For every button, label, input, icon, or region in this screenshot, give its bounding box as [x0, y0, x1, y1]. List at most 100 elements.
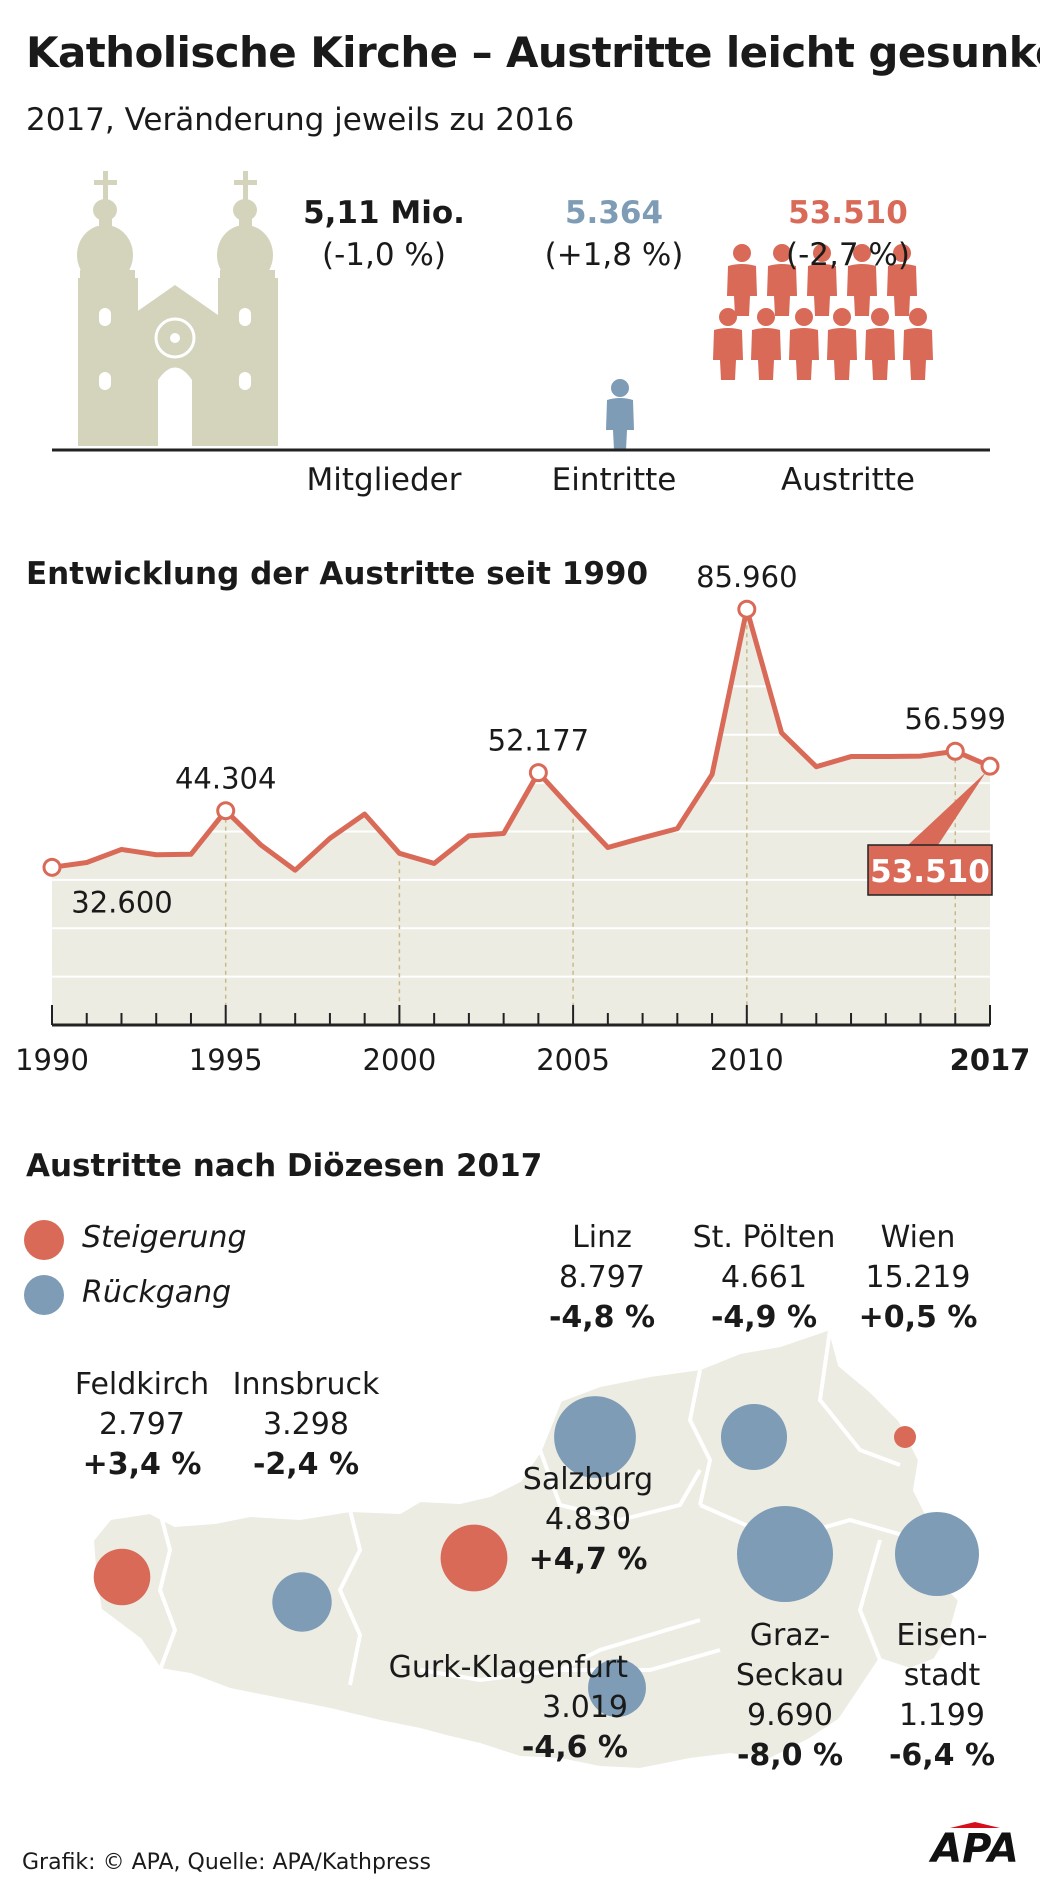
footer-source: Grafik: © APA, Quelle: APA/Kathpress: [22, 1850, 431, 1875]
diocese-linz-name: Linz: [572, 1220, 632, 1255]
x-tick-label: 2005: [536, 1043, 610, 1077]
austria-map: [89, 1325, 979, 1773]
bubble-innsbruck: [272, 1572, 332, 1632]
diocese-feldkirch-count: 2.797: [99, 1407, 185, 1442]
diocese-innsbruck-name: Innsbruck: [232, 1367, 380, 1402]
diocese-feldkirch-change: +3,4 %: [82, 1447, 202, 1482]
data-point-marker: [528, 763, 548, 783]
stat-eintritte: 5.364 (+1,8 %): [494, 192, 734, 276]
person-icon: [827, 308, 857, 380]
diocese-salzburg: Salzburg 4.830 +4,7 %: [478, 1460, 698, 1580]
data-point-marker: [42, 857, 62, 877]
diocese-graz-seckau: Graz- Seckau 9.690 -8,0 %: [690, 1616, 890, 1776]
stat-austritte-value: 53.510: [788, 195, 908, 231]
diocese-gurk-name: Gurk-Klagenfurt: [388, 1650, 628, 1685]
bubble-eisenstadt: [895, 1512, 979, 1596]
stat-mitglieder-value: 5,11 Mio.: [303, 195, 465, 231]
legend-decrease-dot: [24, 1275, 64, 1315]
diocese-linz-change: -4,8 %: [548, 1300, 656, 1335]
data-label-2016: 56.599: [905, 702, 1006, 736]
data-label-1995: 44.304: [175, 762, 276, 796]
person-icon-eintritte: [606, 379, 634, 450]
svg-text:APA: APA: [928, 1826, 1019, 1872]
area-fill: [52, 609, 990, 1025]
diocese-salzburg-name: Salzburg: [522, 1462, 654, 1497]
label-eintritte: Eintritte: [551, 462, 677, 498]
label-mitglieder: Mitglieder: [306, 462, 462, 498]
church-icon: [77, 171, 278, 446]
x-tick-label: 2017: [950, 1043, 1031, 1077]
x-tick-label: 1990: [15, 1043, 89, 1077]
x-tick-label: 1995: [189, 1043, 263, 1077]
data-point-marker: [945, 741, 965, 761]
diocese-graz-name2: Seckau: [735, 1658, 845, 1693]
bubble-gurk: [588, 1659, 646, 1717]
person-icon: [713, 308, 743, 380]
person-icon: [767, 244, 797, 316]
border-eisenstadt: [857, 1539, 882, 1661]
diocese-wien-change: +0,5 %: [858, 1300, 978, 1335]
diocese-linz: Linz 8.797 -4,8 %: [502, 1218, 702, 1338]
page-title: Katholische Kirche – Austritte leicht ge…: [26, 28, 1040, 77]
diocese-salzburg-count: 4.830: [545, 1502, 631, 1537]
data-label-2010: 85.960: [696, 560, 797, 594]
legend-increase-label: Steigerung: [82, 1220, 247, 1255]
x-tick-label: 2000: [363, 1043, 437, 1077]
x-tick-label: 2010: [710, 1043, 784, 1077]
person-icon: [903, 308, 933, 380]
diocese-eisenstadt-change: -6,4 %: [888, 1738, 996, 1773]
diocese-innsbruck-change: -2,4 %: [252, 1447, 360, 1482]
person-icon: [807, 244, 837, 316]
summary-graphic: [52, 171, 990, 452]
stat-eintritte-value: 5.364: [564, 195, 664, 231]
person-icon: [865, 308, 895, 380]
diocese-stpoelten-count: 4.661: [721, 1260, 807, 1295]
label-austritte: Austritte: [781, 462, 915, 498]
stat-mitglieder: 5,11 Mio. (-1,0 %): [264, 192, 504, 276]
bubble-salzburg: [440, 1524, 508, 1592]
stat-eintritte-change: (+1,8 %): [544, 237, 684, 273]
data-label-2004: 52.177: [488, 724, 589, 758]
callout-box: [867, 844, 993, 896]
chart-title: Entwicklung der Austritte seit 1990: [26, 556, 649, 592]
diocese-salzburg-change: +4,7 %: [528, 1542, 648, 1577]
diocese-wien: Wien 15.219 +0,5 %: [818, 1218, 1018, 1338]
stat-austritte-change: (-2,7 %): [786, 237, 910, 273]
diocese-graz-name1: Graz-: [749, 1618, 831, 1653]
legend-increase-dot: [24, 1220, 64, 1260]
border-innsbruck: [337, 1509, 363, 1686]
dioceses-title: Austritte nach Diözesen 2017: [26, 1148, 543, 1184]
diocese-innsbruck: Innsbruck 3.298 -2,4 %: [196, 1365, 416, 1485]
diocese-feldkirch: Feldkirch 2.797 +3,4 %: [32, 1365, 252, 1485]
diocese-wien-name: Wien: [880, 1220, 956, 1255]
series-line-austritte: [51, 606, 991, 873]
diocese-eisenstadt: Eisen- stadt 1.199 -6,4 %: [852, 1616, 1032, 1776]
stat-mitglieder-change: (-1,0 %): [322, 237, 446, 273]
person-icon: [887, 244, 917, 316]
person-icon: [727, 244, 757, 316]
person-icon-austritte: [713, 244, 933, 380]
diocese-innsbruck-count: 3.298: [263, 1407, 349, 1442]
diocese-gurk-count: 3.019: [542, 1690, 628, 1725]
data-point-marker: [216, 801, 236, 821]
diocese-graz-change: -8,0 %: [736, 1738, 844, 1773]
person-icon: [751, 308, 781, 380]
border-linz-stpoelten: [687, 1369, 713, 1506]
diocese-gurk-change: -4,6 %: [521, 1730, 628, 1765]
diocese-eisenstadt-count: 1.199: [899, 1698, 985, 1733]
data-point-marker: [980, 756, 1000, 776]
bubble-stpoelten: [720, 1403, 788, 1471]
diocese-stpoelten: St. Pölten 4.661 -4,9 %: [664, 1218, 864, 1338]
diocese-linz-count: 8.797: [559, 1260, 645, 1295]
diocese-eisenstadt-name2: stadt: [903, 1658, 981, 1693]
diocese-eisenstadt-name1: Eisen-: [896, 1618, 988, 1653]
border-wien-stpoelten: [817, 1329, 901, 1467]
border-salzburg-linz: [538, 1449, 702, 1523]
legend-decrease-label: Rückgang: [82, 1275, 232, 1310]
data-point-marker: [737, 599, 757, 619]
person-icon: [789, 308, 819, 380]
diocese-graz-count: 9.690: [747, 1698, 833, 1733]
border-feldkirch: [157, 1511, 178, 1671]
diocese-stpoelten-name: St. Pölten: [692, 1220, 836, 1255]
bubble-graz: [737, 1506, 833, 1602]
